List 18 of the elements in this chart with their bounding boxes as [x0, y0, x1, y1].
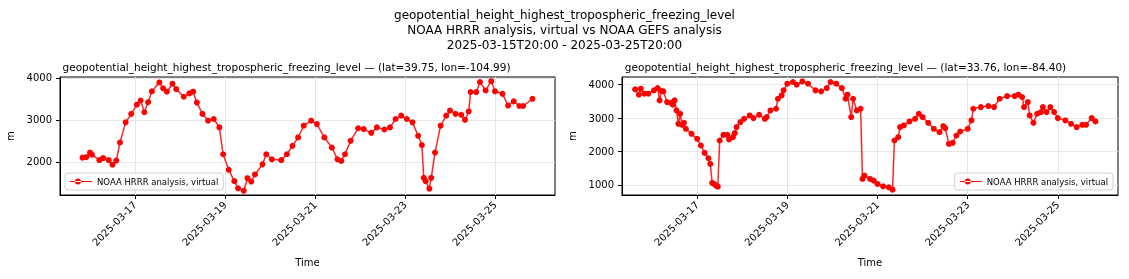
text: 2025-03-15T20:00 - 2025-03-25T20:00 [445, 38, 684, 53]
y-tick-label: 2000 [588, 146, 614, 158]
y-tick-label: 4000 [588, 79, 614, 91]
chart-title: geopotential_height_highest_tropospheric_freezing_level — (lat=39.75, lon=-104.99) [62, 60, 511, 74]
y-tick-label: 1000 [588, 179, 614, 191]
y-tick-label: 4000 [26, 72, 52, 84]
y-tick-label: 3000 [588, 112, 614, 124]
text: NOAA HRRR analysis, virtual vs NOAA GEFS analysis [406, 23, 723, 38]
x-axis-title: Time [856, 256, 883, 268]
text: geopotential_height_highest_tropospheric_freezing_level [393, 8, 736, 23]
legend-label: NOAA HRRR analysis, virtual [97, 176, 219, 187]
y-axis-title: m [5, 131, 17, 141]
y-axis-title: m [567, 131, 579, 141]
y-tick-label: 2000 [26, 156, 52, 168]
chart-title: geopotential_height_highest_tropospheric_freezing_level — (lat=33.76, lon=-84.40) [624, 60, 1067, 74]
legend-label: NOAA HRRR analysis, virtual [986, 176, 1109, 187]
x-axis-title: Time [294, 256, 320, 268]
y-tick-label: 3000 [26, 114, 52, 126]
